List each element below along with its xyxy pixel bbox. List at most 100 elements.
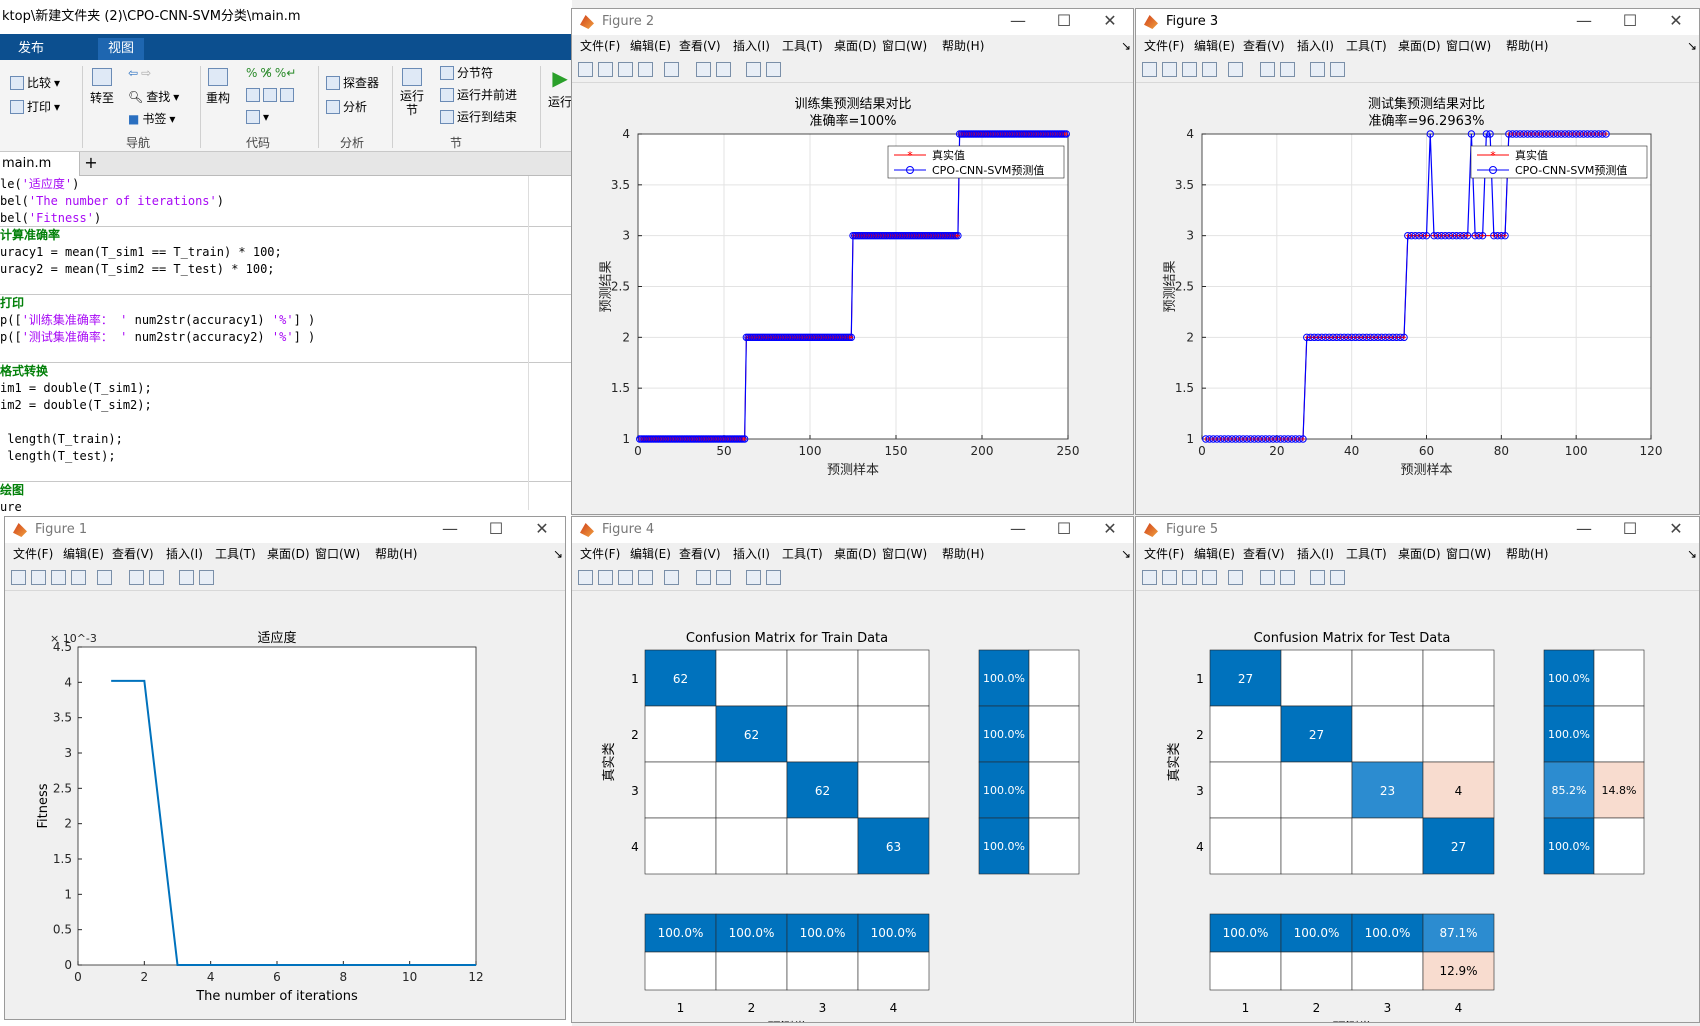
menu-item[interactable]: 桌面(D): [834, 547, 877, 561]
menu-item[interactable]: 编辑(E): [1194, 39, 1235, 53]
pointer-icon[interactable]: [1310, 62, 1325, 77]
property-editor-icon[interactable]: [199, 570, 214, 585]
menu-item[interactable]: 窗口(W): [315, 547, 361, 561]
dock-arrow-icon[interactable]: ↘: [1121, 547, 1132, 561]
run-to-end-button[interactable]: 运行到结束: [440, 108, 517, 125]
menu-item[interactable]: 帮助(H): [942, 547, 985, 561]
dock-arrow-icon[interactable]: ↘: [553, 547, 564, 561]
figure-titlebar[interactable]: Figure 4 — ☐ ✕: [572, 517, 1133, 543]
menu-item[interactable]: 工具(T): [215, 547, 256, 561]
smart-indent-icon[interactable]: [246, 88, 260, 102]
maximize-button[interactable]: ☐: [1622, 519, 1638, 538]
link-icon[interactable]: [97, 570, 112, 585]
maximize-button[interactable]: ☐: [1056, 11, 1072, 30]
minimize-button[interactable]: —: [1010, 11, 1026, 30]
menu-item[interactable]: 窗口(W): [1446, 547, 1492, 561]
run-advance-button[interactable]: 运行并前进: [440, 86, 517, 103]
menu-item[interactable]: 编辑(E): [1194, 547, 1235, 561]
indent-buttons[interactable]: [246, 88, 294, 102]
menu-item[interactable]: 文件(F): [1144, 547, 1185, 561]
menu-item[interactable]: 桌面(D): [267, 547, 310, 561]
menu-item[interactable]: 桌面(D): [1398, 39, 1441, 53]
menu-item[interactable]: 窗口(W): [882, 547, 928, 561]
print-icon[interactable]: [1202, 570, 1217, 585]
menu-item[interactable]: 编辑(E): [63, 547, 104, 561]
minimize-button[interactable]: —: [442, 519, 458, 538]
open-file-icon[interactable]: [1162, 62, 1177, 77]
legend-icon[interactable]: [149, 570, 164, 585]
menu-item[interactable]: 查看(V): [112, 547, 154, 561]
comment-buttons[interactable]: % %̸ %↵: [246, 66, 296, 80]
save-icon[interactable]: [618, 570, 633, 585]
maximize-button[interactable]: ☐: [1622, 11, 1638, 30]
new-figure-icon[interactable]: [11, 570, 26, 585]
pointer-icon[interactable]: [746, 62, 761, 77]
link-icon[interactable]: [1228, 570, 1243, 585]
figure-titlebar[interactable]: Figure 1 — ☐ ✕: [5, 517, 565, 543]
close-button[interactable]: ✕: [1103, 519, 1117, 538]
pointer-icon[interactable]: [1310, 570, 1325, 585]
menu-item[interactable]: 文件(F): [1144, 39, 1185, 53]
menu-item[interactable]: 插入(I): [733, 39, 770, 53]
close-button[interactable]: ✕: [1103, 11, 1117, 30]
menu-item[interactable]: 查看(V): [1243, 39, 1285, 53]
run-section-button[interactable]: 运行 节: [400, 68, 424, 117]
property-editor-icon[interactable]: [1330, 62, 1345, 77]
menu-item[interactable]: 桌面(D): [834, 39, 877, 53]
menu-item[interactable]: 窗口(W): [1446, 39, 1492, 53]
minimize-button[interactable]: —: [1576, 11, 1592, 30]
menu-item[interactable]: 插入(I): [166, 547, 203, 561]
menu-item[interactable]: 插入(I): [1297, 547, 1334, 561]
explorer-button[interactable]: 探查器: [326, 74, 379, 91]
menu-item[interactable]: 帮助(H): [375, 547, 418, 561]
comment-icon[interactable]: %: [246, 66, 258, 80]
menu-item[interactable]: 工具(T): [782, 39, 823, 53]
file-tab-main[interactable]: main.m: [0, 152, 80, 176]
property-editor-icon[interactable]: [1330, 570, 1345, 585]
print-icon[interactable]: [638, 62, 653, 77]
compare-button[interactable]: 比较 ▾: [10, 74, 60, 91]
analyze-button[interactable]: 分析: [326, 98, 367, 115]
menu-item[interactable]: 桌面(D): [1398, 547, 1441, 561]
section-break-button[interactable]: 分节符: [440, 64, 493, 81]
menu-item[interactable]: 文件(F): [580, 547, 621, 561]
run-button[interactable]: ▶ 运行: [548, 66, 573, 109]
tab-view[interactable]: 视图: [98, 38, 145, 60]
print-icon[interactable]: [71, 570, 86, 585]
save-icon[interactable]: [51, 570, 66, 585]
legend-icon[interactable]: [1280, 570, 1295, 585]
back-forward-buttons[interactable]: ⇦ ⇨: [128, 66, 151, 80]
forward-icon[interactable]: ⇨: [141, 66, 152, 80]
open-file-icon[interactable]: [1162, 570, 1177, 585]
link-icon[interactable]: [664, 62, 679, 77]
figure-titlebar[interactable]: Figure 5 — ☐ ✕: [1136, 517, 1699, 543]
property-editor-icon[interactable]: [766, 62, 781, 77]
legend-icon[interactable]: [716, 570, 731, 585]
save-icon[interactable]: [618, 62, 633, 77]
pointer-icon[interactable]: [179, 570, 194, 585]
menu-item[interactable]: 查看(V): [1243, 547, 1285, 561]
legend-icon[interactable]: [716, 62, 731, 77]
menu-item[interactable]: 查看(V): [679, 547, 721, 561]
colorbar-icon[interactable]: [696, 570, 711, 585]
colorbar-icon[interactable]: [1260, 62, 1275, 77]
menu-item[interactable]: 帮助(H): [1506, 547, 1549, 561]
menu-item[interactable]: 工具(T): [782, 547, 823, 561]
close-button[interactable]: ✕: [1669, 519, 1683, 538]
close-button[interactable]: ✕: [535, 519, 549, 538]
menu-item[interactable]: 帮助(H): [942, 39, 985, 53]
indent-icon[interactable]: [263, 88, 277, 102]
link-icon[interactable]: [664, 570, 679, 585]
open-file-icon[interactable]: [598, 570, 613, 585]
print-icon[interactable]: [638, 570, 653, 585]
open-file-icon[interactable]: [31, 570, 46, 585]
menu-item[interactable]: 编辑(E): [630, 547, 671, 561]
new-figure-icon[interactable]: [578, 62, 593, 77]
menu-item[interactable]: 文件(F): [580, 39, 621, 53]
save-icon[interactable]: [1182, 62, 1197, 77]
property-editor-icon[interactable]: [766, 570, 781, 585]
menu-item[interactable]: 编辑(E): [630, 39, 671, 53]
find-button[interactable]: 🔍︎ 查找 ▾: [128, 89, 180, 105]
menu-item[interactable]: 窗口(W): [882, 39, 928, 53]
figure-titlebar[interactable]: Figure 2 — ☐ ✕: [572, 9, 1133, 35]
